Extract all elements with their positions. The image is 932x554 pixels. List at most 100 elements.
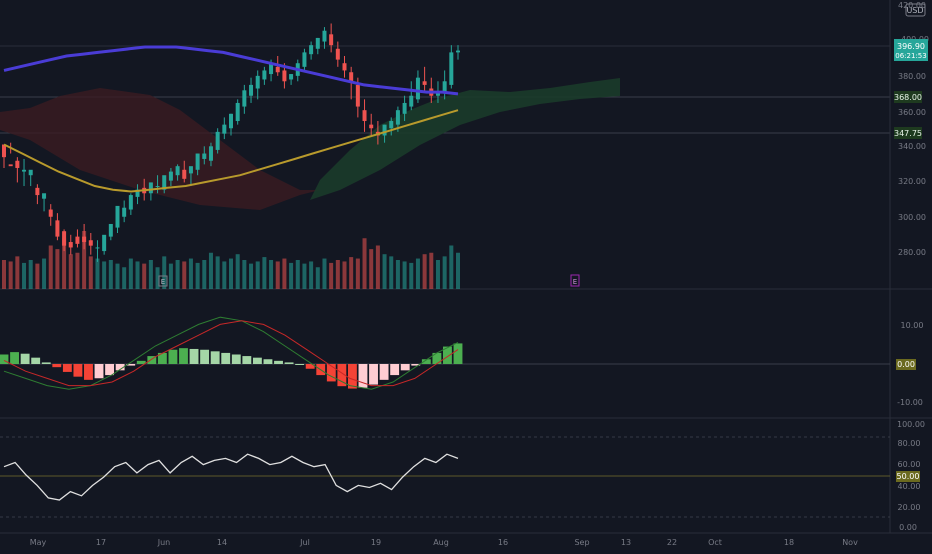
volume-bar xyxy=(22,262,27,289)
volume-bar xyxy=(182,261,187,289)
macd-histogram-bar xyxy=(84,364,93,380)
candle-body xyxy=(148,182,153,194)
candle-body xyxy=(228,113,234,129)
volume-bar xyxy=(75,252,80,289)
volume-bar xyxy=(429,252,434,289)
candle-body xyxy=(208,146,213,161)
macd-histogram-bar xyxy=(337,364,347,387)
candle-body xyxy=(22,169,27,172)
candle-body xyxy=(162,175,167,190)
volume-bar xyxy=(102,261,107,289)
macd-histogram-bar xyxy=(295,364,305,365)
candle-body xyxy=(202,153,207,159)
candle-body xyxy=(315,37,320,49)
candle-body xyxy=(242,90,247,107)
rsi-line xyxy=(3,453,459,501)
candle-body xyxy=(302,52,307,67)
candle-body xyxy=(342,63,347,71)
volume-bar xyxy=(335,260,340,289)
volume-bar xyxy=(35,263,40,289)
volume-bar xyxy=(262,257,267,289)
volume-bar xyxy=(148,260,153,289)
volume-bar xyxy=(255,261,260,289)
macd-histogram-bar xyxy=(326,364,336,382)
volume-bar xyxy=(15,256,20,289)
volume-bar xyxy=(389,256,394,289)
macd-histogram-bar xyxy=(242,356,252,364)
volume-bar xyxy=(449,245,454,289)
volume-bar xyxy=(435,260,440,289)
candle-body xyxy=(175,166,180,176)
candle-body xyxy=(28,169,33,176)
volume-bar xyxy=(62,238,67,289)
candle-body xyxy=(455,50,461,53)
candle-body xyxy=(382,124,387,136)
cloud-red-area xyxy=(0,88,320,210)
macd-histogram-bar xyxy=(284,362,294,364)
volume-bar xyxy=(175,260,180,289)
macd-histogram-bar xyxy=(231,354,241,364)
volume-bar xyxy=(309,261,314,289)
candle-body xyxy=(422,81,427,85)
volume-bar xyxy=(155,267,160,289)
volume-bar xyxy=(42,258,47,289)
volume-bar xyxy=(162,256,167,289)
candle-body xyxy=(255,75,260,89)
macd-histogram-bar xyxy=(305,364,315,369)
candle-body xyxy=(195,153,200,170)
volume-bar xyxy=(415,258,420,289)
macd-histogram-bar xyxy=(94,364,104,379)
volume-bar xyxy=(322,258,327,289)
volume-bar xyxy=(382,254,387,289)
candle-body xyxy=(168,171,173,181)
volume-bar xyxy=(1,260,7,289)
candle-body xyxy=(442,81,447,93)
volume-bar xyxy=(369,249,374,289)
volume-bar xyxy=(215,256,220,289)
candle-body xyxy=(128,195,133,210)
candle-body xyxy=(55,220,60,237)
candle-body xyxy=(115,205,120,228)
macd-histogram-bar xyxy=(421,359,431,364)
macd-histogram-bar xyxy=(443,346,452,364)
macd-histogram-bar xyxy=(73,364,83,377)
volume-bar xyxy=(302,263,307,289)
candle-body xyxy=(48,209,53,217)
volume-bar xyxy=(395,260,400,289)
macd-histogram-bar xyxy=(390,364,400,376)
macd-histogram-bar xyxy=(20,353,30,364)
volume-bar xyxy=(142,263,147,289)
macd-histogram-bar xyxy=(126,364,136,366)
volume-bar xyxy=(95,258,100,289)
macd-histogram-bar xyxy=(379,364,389,380)
candle-body xyxy=(95,247,100,249)
volume-bar xyxy=(88,256,93,289)
macd-histogram-bar xyxy=(105,364,115,376)
volume-bar xyxy=(48,245,53,289)
candle-body xyxy=(415,77,420,100)
volume-bar xyxy=(28,260,33,289)
volume-bar xyxy=(375,245,380,289)
macd-histogram-bar xyxy=(200,349,210,364)
candle-body xyxy=(282,70,287,82)
volume-bar xyxy=(222,261,227,289)
macd-histogram-bar xyxy=(369,364,378,385)
volume-bar xyxy=(289,262,294,289)
volume-bar xyxy=(195,262,200,289)
volume-bar xyxy=(349,257,354,289)
volume-bar xyxy=(115,263,120,289)
candle-body xyxy=(362,110,367,122)
macd-histogram-bar xyxy=(10,352,19,364)
volume-bar xyxy=(168,263,173,289)
macd-histogram-bar xyxy=(179,348,188,364)
candle-body xyxy=(402,102,407,114)
moving-average-lines xyxy=(3,45,459,193)
candle-body xyxy=(275,66,280,73)
candle-body xyxy=(75,236,80,244)
volume-bar xyxy=(269,260,274,289)
cloud-green-area xyxy=(310,78,620,200)
volume-bar xyxy=(442,256,447,289)
candle-body xyxy=(155,186,160,188)
